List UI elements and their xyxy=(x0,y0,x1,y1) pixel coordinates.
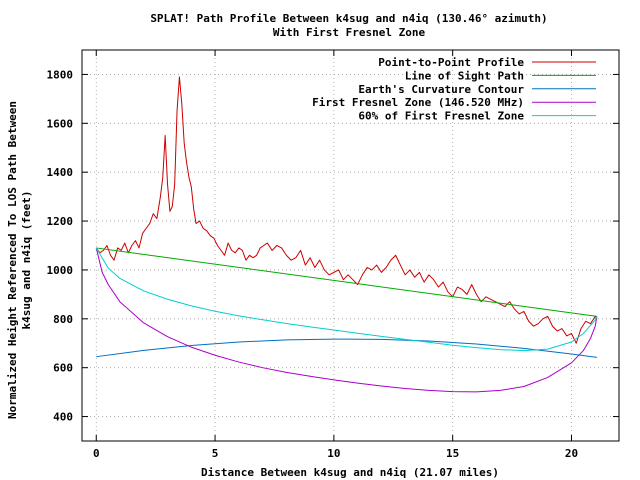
x-tick-label: 20 xyxy=(565,447,578,460)
x-tick-label: 10 xyxy=(327,447,340,460)
axis-ticks: 400 600 800 1000 1200 1400 1600 1800 0 5 10 15 20 xyxy=(47,50,619,460)
legend-label-60-of-first-fresnel-zone: 60% of First Fresnel Zone xyxy=(358,110,524,123)
plot-area-frame xyxy=(81,49,620,442)
y-axis-label-line2: k4sug and n4iq (feet) xyxy=(20,190,33,329)
series-line-earth-s-curvature-contour xyxy=(96,338,597,358)
grid-lines xyxy=(82,50,619,441)
series-line-point-to-point-profile xyxy=(95,76,598,344)
x-tick-label: 5 xyxy=(212,447,219,460)
series-line-60-of-first-fresnel-zone xyxy=(95,247,598,352)
y-tick-label: 600 xyxy=(53,362,73,375)
legend-label-first-fresnel-zone-146-520-mhz: First Fresnel Zone (146.520 MHz) xyxy=(312,96,524,109)
series-line-line-of-sight-path xyxy=(96,247,597,317)
x-tick-label: 0 xyxy=(93,447,100,460)
y-tick-label: 1000 xyxy=(47,264,74,277)
y-tick-label: 400 xyxy=(53,411,73,424)
x-tick-label: 15 xyxy=(446,447,459,460)
y-tick-label: 1800 xyxy=(47,68,74,81)
chart-title-line2: With First Fresnel Zone xyxy=(273,26,426,39)
y-tick-label: 1200 xyxy=(47,215,74,228)
series-lines xyxy=(95,76,598,393)
legend-label-earth-s-curvature-contour: Earth's Curvature Contour xyxy=(358,83,524,96)
x-axis-label: Distance Between k4sug and n4iq (21.07 m… xyxy=(201,466,499,479)
legend-label-point-to-point-profile: Point-to-Point Profile xyxy=(378,56,524,69)
series-line-first-fresnel-zone-146-520-mhz xyxy=(95,247,598,393)
y-tick-label: 800 xyxy=(53,313,73,326)
y-tick-label: 1400 xyxy=(47,166,74,179)
chart-title-line1: SPLAT! Path Profile Between k4sug and n4… xyxy=(150,12,547,25)
y-axis-label-line1: Normalized Height Referenced To LOS Path… xyxy=(6,101,19,419)
legend-label-line-of-sight-path: Line of Sight Path xyxy=(405,69,524,82)
y-tick-label: 1600 xyxy=(47,117,74,130)
